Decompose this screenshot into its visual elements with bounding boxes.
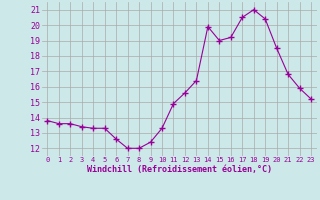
X-axis label: Windchill (Refroidissement éolien,°C): Windchill (Refroidissement éolien,°C) <box>87 165 272 174</box>
